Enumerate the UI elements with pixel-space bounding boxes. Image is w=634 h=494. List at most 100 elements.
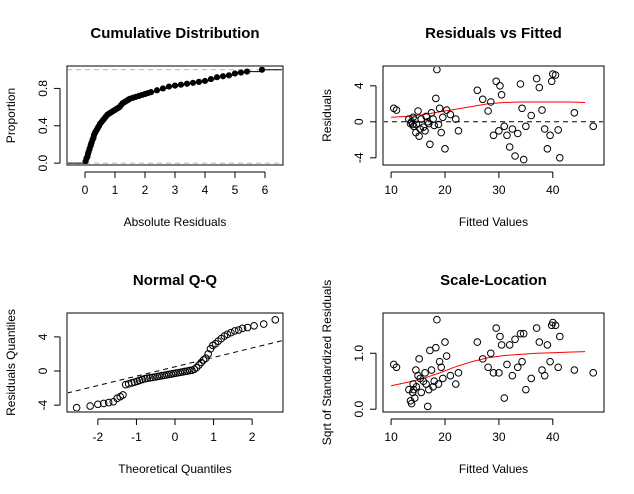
- scale-location-data-point: [513, 363, 522, 372]
- scale-location-data-point: [435, 357, 444, 366]
- residuals-vs-fitted-data-point: [414, 107, 422, 115]
- panel-cumulative-distribution: Cumulative Distribution Absolute Residual…: [4, 25, 284, 229]
- residuals-vs-fitted-data-point: [522, 122, 530, 131]
- residuals-vs-fitted-data-point: [442, 106, 451, 114]
- cumulative-distribution-data-point: [189, 79, 197, 86]
- normal-qq-x-tick-label: 2: [249, 430, 256, 444]
- residuals-vs-fitted-data-point: [532, 74, 541, 83]
- normal-qq-data-point: [197, 358, 206, 367]
- cumulative-distribution-y-tick-label: 0.4: [36, 117, 50, 134]
- normal-qq-data-point: [230, 327, 239, 335]
- residuals-vs-fitted-data-point: [419, 123, 428, 131]
- scale-location-data-point: [451, 380, 460, 388]
- normal-qq-x-tick-label: -2: [93, 430, 104, 444]
- scale-location-y-tick-label: 1.0: [352, 345, 366, 362]
- residuals-vs-fitted-data-point: [551, 71, 560, 79]
- residuals-vs-fitted-data-point: [451, 115, 460, 123]
- normal-qq-data-point: [238, 324, 247, 333]
- cumulative-distribution-x-tick-label: 5: [232, 183, 239, 197]
- normal-qq-qq-reference-line: [68, 340, 282, 394]
- residuals-vs-fitted-data-point: [527, 111, 536, 120]
- cumulative-distribution-plot-box: [66, 65, 284, 166]
- cumulative-distribution-y-tick-label: 0.0: [36, 154, 50, 171]
- residuals-vs-fitted-data-point: [489, 131, 498, 140]
- residuals-vs-fitted-data-layer: [384, 67, 603, 164]
- normal-qq-data-point: [204, 350, 212, 358]
- normal-qq-data-point: [119, 391, 127, 399]
- residuals-vs-fitted-data-point: [556, 154, 564, 162]
- scale-location-data-point: [495, 369, 503, 377]
- scale-location-data-point: [518, 357, 526, 366]
- residuals-vs-fitted-data-point: [503, 131, 511, 140]
- scale-location-data-point: [417, 388, 426, 397]
- cumulative-distribution-data-point: [237, 69, 245, 76]
- residuals-vs-fitted-data-point: [421, 127, 429, 135]
- normal-qq-y-axis-label: Residuals Quantiles: [4, 309, 18, 416]
- scale-location-data-point: [439, 374, 447, 383]
- normal-qq-data-point: [86, 402, 94, 410]
- normal-qq-data-point: [146, 374, 154, 382]
- scale-location-data-point: [433, 315, 441, 324]
- scale-location-data-point: [487, 349, 495, 358]
- residuals-vs-fitted-data-point: [439, 113, 447, 122]
- scale-location-data-point: [497, 341, 506, 349]
- scale-location-data-point: [434, 380, 443, 388]
- normal-qq-y-tick-label: -4: [36, 400, 50, 411]
- residuals-vs-fitted-data-point: [546, 131, 554, 140]
- normal-qq-data-point: [259, 320, 268, 328]
- scale-location-data-point: [407, 399, 416, 408]
- residuals-vs-fitted-data-point: [518, 104, 526, 113]
- residuals-vs-fitted-x-tick-label: 20: [438, 183, 452, 197]
- scale-location-x-tick-label: 40: [546, 430, 560, 444]
- residuals-vs-fitted-y-tick-label: 0: [352, 118, 366, 125]
- residuals-vs-fitted-data-point: [570, 109, 579, 117]
- scale-location-data-point: [543, 341, 552, 349]
- normal-qq-x-tick-label: 1: [210, 430, 217, 444]
- scale-location-title: Scale-Location: [440, 272, 547, 289]
- scale-location-x-axis-label: Fitted Values: [459, 462, 528, 476]
- scale-location-data-point: [527, 374, 536, 383]
- scale-location-data-point: [508, 371, 517, 380]
- cumulative-distribution-title: Cumulative Distribution: [90, 25, 259, 42]
- normal-qq-y-tick-label: 0: [36, 367, 50, 374]
- cumulative-distribution-data-point: [213, 74, 221, 81]
- scale-location-plot-box: [382, 312, 605, 413]
- scale-location-data-point: [505, 341, 514, 349]
- residuals-vs-fitted-data-point: [408, 120, 417, 129]
- cumulative-distribution-data-point: [153, 87, 161, 94]
- normal-qq-data-point: [143, 374, 152, 383]
- normal-qq-x-tick-label: -1: [131, 430, 142, 444]
- residuals-vs-fitted-data-point: [495, 127, 503, 135]
- cumulative-distribution-y-axis-label: Proportion: [4, 88, 18, 143]
- scale-location-data-point: [454, 369, 463, 377]
- normal-qq-plot-box: [66, 312, 284, 413]
- residuals-vs-fitted-data-point: [540, 125, 549, 133]
- residuals-vs-fitted-data-point: [547, 77, 556, 86]
- residuals-vs-fitted-data-point: [500, 122, 509, 131]
- residuals-vs-fitted-x-axis-label: Fitted Values: [459, 215, 528, 229]
- scale-location-data-point: [478, 355, 487, 363]
- cumulative-distribution-x-tick-label: 2: [142, 183, 149, 197]
- residuals-vs-fitted-y-tick-label: -4: [352, 152, 366, 163]
- scale-location-data-point: [423, 402, 432, 411]
- cumulative-distribution-data-point: [219, 73, 227, 80]
- cumulative-distribution-data-point: [159, 85, 167, 92]
- normal-qq-title: Normal Q-Q: [133, 272, 218, 289]
- normal-qq-data-point: [223, 330, 232, 339]
- residuals-vs-fitted-data-point: [484, 107, 492, 115]
- cumulative-distribution-data-point: [231, 70, 239, 77]
- scale-location-x-tick-label: 20: [438, 430, 452, 444]
- normal-qq-data-point: [192, 363, 201, 372]
- cumulative-distribution-data-point: [195, 78, 203, 85]
- scale-location-data-point: [570, 366, 579, 374]
- scale-location-data-point: [551, 321, 560, 330]
- cumulative-distribution-x-tick-label: 3: [172, 183, 179, 197]
- scale-location-data-point: [546, 357, 554, 366]
- cumulative-distribution-x-tick-label: 4: [202, 183, 209, 197]
- scale-location-data-point: [484, 363, 492, 372]
- cumulative-distribution-data-layer: [68, 67, 282, 164]
- residuals-vs-fitted-data-point: [437, 128, 446, 137]
- residuals-vs-fitted-data-point: [511, 152, 519, 160]
- cumulative-distribution-x-tick-label: 0: [82, 183, 89, 197]
